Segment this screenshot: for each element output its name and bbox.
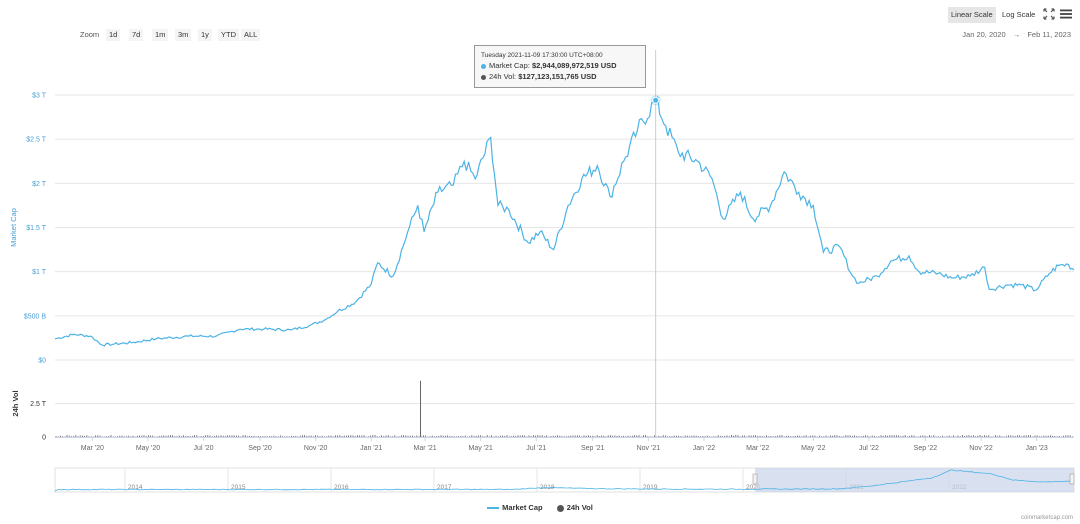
tooltip-mc-label: Market Cap: (489, 61, 530, 70)
x-tick-label: Mar '22 (746, 445, 769, 452)
x-tick-label: Nov '20 (304, 445, 328, 452)
y-tick-label: $2.5 T (26, 137, 46, 144)
navigator-year-label: 2014 (128, 484, 143, 491)
y-tick-label: $3 T (32, 93, 47, 100)
dot-legend-icon (556, 504, 564, 512)
y-tick-label: $1.5 T (26, 225, 46, 232)
date-to[interactable]: Feb 11, 2023 (1027, 30, 1071, 39)
navigator-line (54, 469, 1075, 492)
y-tick-label: $500 B (24, 313, 47, 320)
zoom-ytd-button[interactable]: YTD (218, 29, 239, 41)
log-scale-button[interactable]: Log Scale (1002, 10, 1036, 19)
date-from[interactable]: Jan 20, 2020 (962, 30, 1006, 39)
x-tick-label: Jul '21 (526, 445, 546, 452)
navigator-year-label: 2019 (643, 484, 658, 491)
navigator-year-label: 2020 (746, 484, 761, 491)
date-arrow: → (1012, 30, 1021, 39)
credit: coinmarketcap.com (1020, 515, 1073, 521)
tooltip-volume-row: 24h Vol: $127,123,151,765 USD (481, 72, 639, 81)
hamburger-icon[interactable] (1060, 8, 1072, 20)
navigator-year-label: 2016 (334, 484, 349, 491)
x-tick-label: Jan '22 (693, 445, 715, 452)
x-tick-label: Mar '21 (413, 445, 436, 452)
zoom-3m-button[interactable]: 3m (175, 29, 192, 41)
vol-axis-label: 24h Vol (11, 390, 20, 416)
x-tick-label: May '21 (468, 445, 492, 452)
x-tick-label: Jul '22 (859, 445, 879, 452)
legend-market-cap[interactable]: Market Cap (487, 503, 543, 512)
x-tick-label: Jan '21 (360, 445, 382, 452)
tooltip-vol-value: $127,123,151,765 USD (518, 72, 597, 81)
y-tick-label: $0 (38, 358, 46, 365)
tooltip-market-cap-row: Market Cap: $2,944,089,972,519 USD (481, 61, 639, 70)
y-tick-label: $2 T (32, 181, 47, 188)
x-tick-label: Sep '22 (914, 445, 938, 452)
x-tick-label: Jan '23 (1025, 445, 1047, 452)
x-tick-label: Nov '22 (969, 445, 993, 452)
x-tick-label: Mar '20 (81, 445, 104, 452)
linear-scale-button[interactable]: Linear Scale (948, 7, 996, 23)
x-tick-label: May '22 (801, 445, 825, 452)
zoom-1d-button[interactable]: 1d (106, 29, 121, 41)
x-tick-label: Nov '21 (637, 445, 661, 452)
y-tick-label: $1 T (32, 269, 47, 276)
zoom-label: Zoom (80, 30, 100, 39)
x-tick-label: May '20 (136, 445, 160, 452)
navigator-year-label: 2017 (437, 484, 452, 491)
x-tick-label: Sep '20 (248, 445, 272, 452)
zoom-all-button[interactable]: ALL (241, 29, 261, 41)
vol-tick-label: 0 (42, 435, 46, 442)
legend: Market Cap 24h Vol (0, 503, 1080, 512)
zoom-1y-button[interactable]: 1y (198, 29, 212, 41)
market-cap-line (54, 95, 1075, 347)
tooltip: Tuesday 2021-11-09 17:30:00 UTC+08:00 Ma… (474, 45, 646, 88)
volume-dot-icon (481, 74, 486, 80)
highlight-point (652, 96, 660, 104)
line-legend-icon (487, 507, 500, 510)
zoom-1m-button[interactable]: 1m (152, 29, 169, 41)
market-cap-dot-icon (481, 63, 486, 69)
y-axis-label: Market Cap (9, 208, 18, 247)
expand-icon[interactable] (1043, 8, 1055, 20)
tooltip-date: Tuesday 2021-11-09 17:30:00 UTC+08:00 (481, 52, 603, 59)
date-range: Jan 20, 2020 → Feb 11, 2023 (962, 30, 1071, 39)
vol-tick-label: 2.5 T (30, 401, 47, 408)
x-tick-label: Sep '21 (581, 445, 605, 452)
navigator-handle-left[interactable] (752, 473, 758, 485)
legend-market-cap-label: Market Cap (502, 503, 543, 512)
legend-volume-label: 24h Vol (566, 503, 593, 512)
tooltip-mc-value: $2,944,089,972,519 USD (531, 61, 617, 70)
tooltip-vol-label: 24h Vol: (489, 72, 517, 81)
legend-volume[interactable]: 24h Vol (556, 503, 593, 512)
navigator-handle-right[interactable] (1069, 473, 1075, 485)
zoom-7d-button[interactable]: 7d (129, 29, 144, 41)
navigator-year-label: 2015 (231, 484, 246, 491)
x-tick-label: Jul '20 (194, 445, 214, 452)
